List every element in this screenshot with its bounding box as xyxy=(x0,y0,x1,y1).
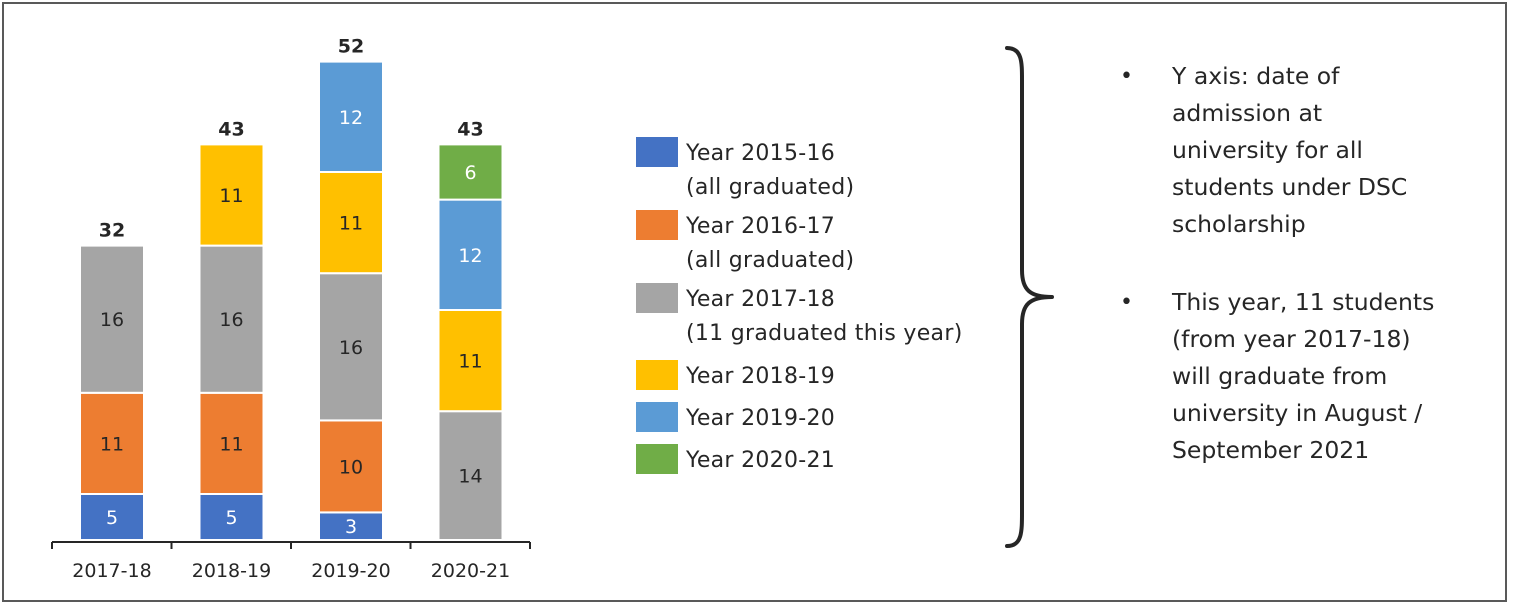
legend-label-line1: Year 2017-18 xyxy=(686,287,836,312)
bar-segment xyxy=(437,198,504,312)
data-label: 10 xyxy=(339,456,363,478)
bar-segment xyxy=(318,171,384,275)
legend-swatch xyxy=(636,360,678,390)
total-label: 43 xyxy=(457,118,483,140)
total-label: 52 xyxy=(338,36,364,58)
bar-segment xyxy=(79,244,145,394)
data-label: 11 xyxy=(219,433,243,455)
legend-label-line1: Year 2020-21 xyxy=(686,448,836,473)
bar-segment xyxy=(318,419,384,514)
data-label: 16 xyxy=(100,309,124,331)
legend-label-line1: Year 2015-16 xyxy=(686,141,836,166)
bullet-icon: • xyxy=(1120,64,1133,89)
stacked-bar-chart: 5 11 16 32 5 11 16 11 43 3 10 16 11 12 52 14 11 12 6 43 201… xyxy=(51,36,1054,582)
curly-brace xyxy=(1005,46,1054,548)
legend-label: Year 2017-18 (11 graduated this year) xyxy=(686,283,963,351)
legend-swatch xyxy=(636,444,678,474)
legend-label: Year 2015-16 (all graduated) xyxy=(686,137,854,205)
bar-segment xyxy=(198,244,265,394)
bullet-icon: • xyxy=(1120,290,1133,315)
legend-item: Year 2016-17 (all graduated) xyxy=(636,210,854,278)
data-label: 11 xyxy=(100,433,124,455)
bar-segment xyxy=(437,410,504,542)
legend-item: Year 2015-16 (all graduated) xyxy=(636,137,854,205)
note-text: Y axis: date of admission at university … xyxy=(1172,62,1408,238)
x-tick-label: 2019-20 xyxy=(311,560,390,582)
x-tick-label: 2018-19 xyxy=(192,560,271,582)
legend-label: Year 2016-17 (all graduated) xyxy=(686,210,854,278)
data-label: 3 xyxy=(345,516,357,538)
bar-segment xyxy=(198,143,265,247)
data-label: 14 xyxy=(458,466,482,488)
data-label: 16 xyxy=(219,309,243,331)
legend-item: Year 2018-19 xyxy=(636,360,835,394)
legend-label: Year 2020-21 xyxy=(686,444,835,478)
data-label: 11 xyxy=(339,213,363,235)
legend-swatch xyxy=(636,402,678,432)
legend-label-line2: (all graduated) xyxy=(686,248,855,273)
data-label: 16 xyxy=(339,337,363,359)
data-label: 11 xyxy=(458,351,482,373)
x-tick-label: 2017-18 xyxy=(72,560,151,582)
legend-item: Year 2020-21 xyxy=(636,444,835,478)
bar-segment xyxy=(318,272,384,422)
brace-path xyxy=(1005,46,1054,548)
legend-label-line2: (11 graduated this year) xyxy=(686,321,963,346)
legend-item: Year 2017-18 (11 graduated this year) xyxy=(636,283,963,351)
total-label: 43 xyxy=(218,118,244,140)
bar-segment xyxy=(318,60,384,173)
data-label: 11 xyxy=(219,185,243,207)
data-label: 5 xyxy=(106,507,118,529)
legend-label-line1: Year 2016-17 xyxy=(686,214,836,239)
legend-label: Year 2019-20 xyxy=(686,402,835,436)
bar-segment xyxy=(198,391,265,495)
legend-label-line1: Year 2019-20 xyxy=(686,406,836,431)
legend-swatch xyxy=(636,137,678,167)
legend-swatch xyxy=(636,283,678,313)
bar-segment xyxy=(437,309,504,413)
data-label: 12 xyxy=(339,107,363,129)
total-label: 32 xyxy=(99,220,125,242)
x-tick-label: 2020-21 xyxy=(431,560,510,582)
legend-swatch xyxy=(636,210,678,240)
legend-label: Year 2018-19 xyxy=(686,360,835,394)
legend-item: Year 2019-20 xyxy=(636,402,835,436)
data-label: 12 xyxy=(458,245,482,267)
legend-label-line1: Year 2018-19 xyxy=(686,364,836,389)
bars-group: 5 11 16 32 5 11 16 11 43 3 10 16 11 12 52 14 11 12 6 43 xyxy=(79,36,504,542)
data-label: 5 xyxy=(225,507,237,529)
data-label: 6 xyxy=(464,162,476,184)
note-text: This year, 11 students (from year 2017-1… xyxy=(1172,288,1435,464)
note-item: • This year, 11 students (from year 2017… xyxy=(1118,284,1442,469)
note-item: • Y axis: date of admission at universit… xyxy=(1118,58,1442,243)
legend-label-line2: (all graduated) xyxy=(686,175,855,200)
bar-segment xyxy=(437,143,504,201)
x-axis: 2017-18 2018-19 2019-20 2020-21 xyxy=(51,541,531,582)
